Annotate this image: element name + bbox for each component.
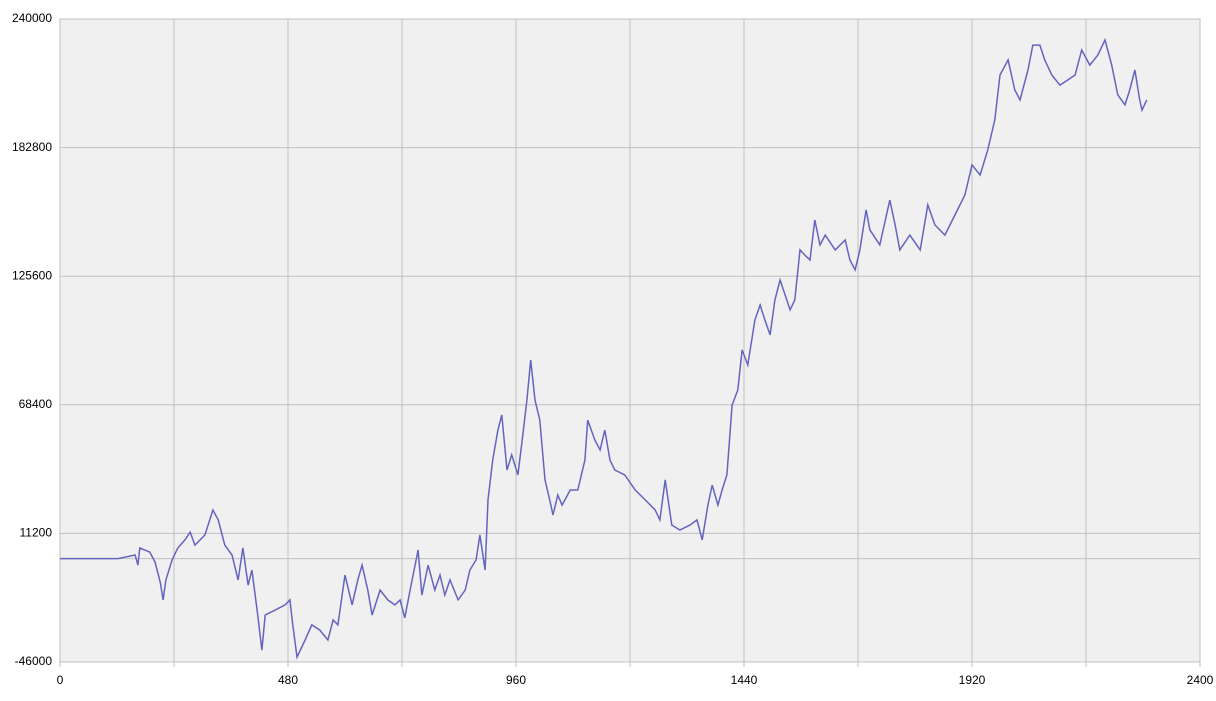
x-tick-label: 480	[278, 673, 298, 687]
y-tick-label: 68400	[19, 397, 53, 411]
x-tick-label: 960	[506, 673, 526, 687]
x-tick-label: 2400	[1187, 673, 1214, 687]
line-series	[60, 37, 1148, 660]
x-tick-label: 1920	[959, 673, 986, 687]
y-tick-label: 182800	[12, 140, 52, 154]
x-tick-label: 0	[57, 673, 64, 687]
y-tick-label: 11200	[20, 526, 53, 540]
y-tick-label: 240000	[12, 11, 52, 25]
y-tick-label: -46000	[15, 654, 53, 668]
y-tick-label: 125600	[12, 268, 52, 282]
x-tick-label: 1440	[731, 673, 758, 687]
